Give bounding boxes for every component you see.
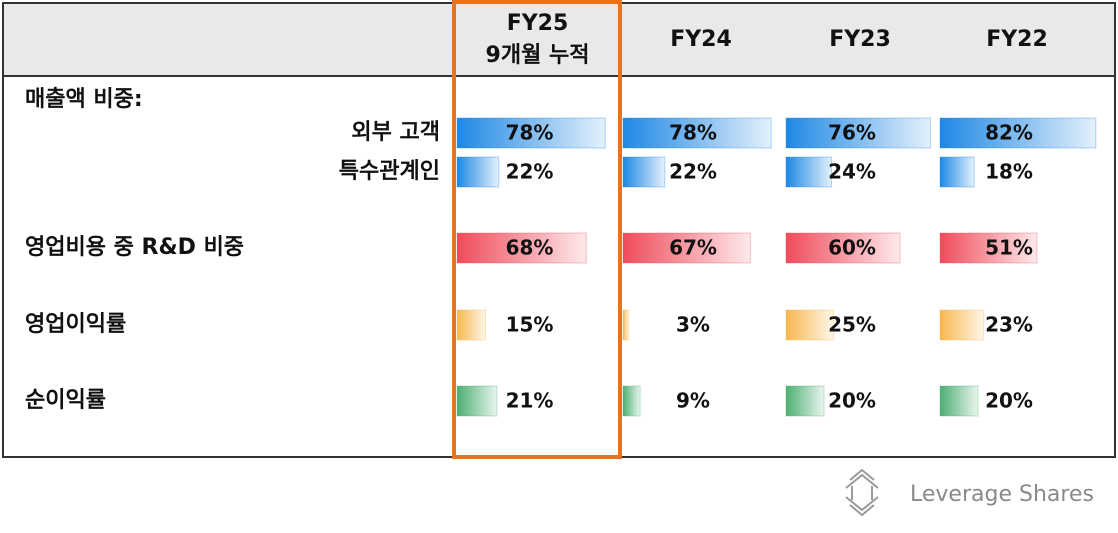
value-label: 67% (669, 236, 717, 260)
data-bar (939, 156, 975, 188)
value-label: 25% (828, 313, 876, 337)
value-label: 82% (985, 121, 1033, 145)
column-title: FY25 (507, 11, 569, 36)
data-bar (785, 156, 833, 188)
data-bar (939, 117, 1097, 149)
row-label: 영업비용 중 R&D 비중 (25, 235, 244, 260)
row-label: 영업이익률 (25, 312, 126, 337)
data-bar (785, 309, 834, 341)
data-bar (622, 156, 666, 188)
sub-row-label: 외부 고객 (351, 120, 440, 145)
data-bar (456, 117, 606, 149)
data-bar (622, 385, 641, 417)
column-subtitle: 9개월 누적 (486, 43, 590, 68)
logo: Leverage Shares (845, 468, 1094, 517)
row-label: 순이익률 (25, 388, 106, 413)
value-label: 76% (828, 121, 876, 145)
data-bar (456, 156, 500, 188)
value-label: 23% (985, 313, 1033, 337)
data-bar (622, 232, 751, 264)
value-label: 21% (506, 389, 554, 413)
value-label: 22% (669, 160, 717, 184)
section-label: 매출액 비중: (25, 87, 143, 112)
brand-name: Leverage Shares (910, 482, 1094, 507)
value-label: 22% (506, 160, 554, 184)
table-frame (2, 2, 1116, 458)
data-bar (622, 309, 630, 341)
data-bar (785, 385, 825, 417)
sub-row-label: 특수관계인 (339, 159, 440, 184)
data-bar (785, 117, 931, 149)
data-bar (939, 232, 1038, 264)
column-title: FY24 (670, 27, 732, 52)
value-label: 51% (985, 236, 1033, 260)
data-bar (456, 232, 587, 264)
data-bar (939, 309, 985, 341)
value-label: 68% (506, 236, 554, 260)
value-label: 24% (828, 160, 876, 184)
data-bar (622, 117, 772, 149)
column-title: FY22 (986, 27, 1048, 52)
data-bar (939, 385, 979, 417)
value-label: 78% (506, 121, 554, 145)
value-label: 15% (506, 313, 554, 337)
value-label: 18% (985, 160, 1033, 184)
value-label: 20% (985, 389, 1033, 413)
value-label: 3% (676, 313, 710, 337)
column-title: FY23 (829, 27, 891, 52)
value-label: 20% (828, 389, 876, 413)
data-bar (456, 309, 486, 341)
value-label: 78% (669, 121, 717, 145)
data-bar (456, 385, 498, 417)
value-label: 60% (828, 236, 876, 260)
data-bar (785, 232, 901, 264)
highlight-column (452, 0, 622, 459)
header-band (4, 4, 1114, 76)
value-label: 9% (676, 389, 710, 413)
